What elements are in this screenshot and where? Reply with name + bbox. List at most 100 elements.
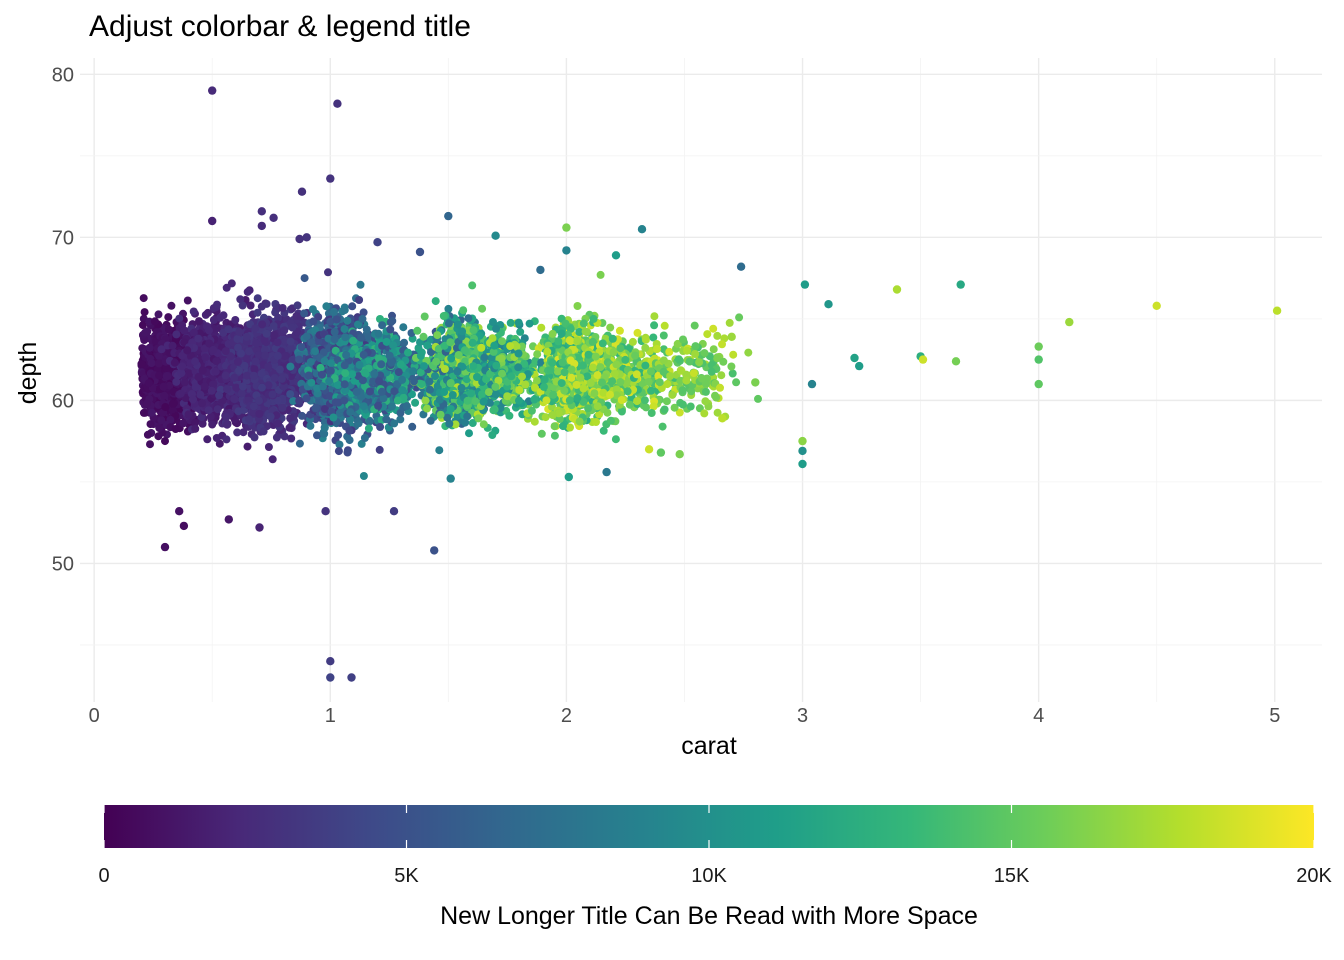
data-point xyxy=(224,325,233,334)
data-point xyxy=(183,296,192,305)
data-point xyxy=(286,362,295,371)
data-point xyxy=(165,381,174,390)
data-point xyxy=(222,413,231,422)
data-point xyxy=(268,390,277,399)
data-point xyxy=(206,412,215,421)
data-point xyxy=(277,374,286,383)
data-point xyxy=(189,328,198,337)
data-point xyxy=(322,302,331,311)
data-point xyxy=(137,360,146,368)
data-point xyxy=(221,371,230,380)
data-point xyxy=(253,308,262,317)
data-point xyxy=(355,296,364,304)
data-point xyxy=(245,347,253,356)
grid-lines xyxy=(80,58,1322,702)
data-point xyxy=(200,382,209,391)
data-point xyxy=(242,332,251,341)
data-point xyxy=(194,373,203,382)
data-point xyxy=(249,402,258,411)
data-point xyxy=(233,335,242,343)
data-point xyxy=(280,326,289,335)
data-point xyxy=(246,301,255,310)
data-point xyxy=(300,274,309,283)
data-point xyxy=(159,382,168,391)
data-point xyxy=(155,352,163,361)
data-point xyxy=(375,445,384,454)
data-point xyxy=(201,353,210,362)
data-point xyxy=(243,287,252,296)
data-point xyxy=(215,391,224,400)
data-point xyxy=(219,311,228,320)
data-point xyxy=(209,316,218,324)
data-point xyxy=(191,418,200,427)
data-point xyxy=(251,324,260,333)
data-point xyxy=(358,314,367,323)
data-point xyxy=(157,416,166,425)
data-point xyxy=(365,417,374,426)
data-point xyxy=(223,385,231,394)
data-point xyxy=(237,349,245,358)
data-point xyxy=(264,362,273,371)
data-point xyxy=(324,268,332,277)
data-point xyxy=(287,434,296,443)
chart-title: Adjust colorbar & legend title xyxy=(89,10,471,43)
data-point xyxy=(330,307,338,316)
data-point xyxy=(243,442,252,451)
data-point xyxy=(252,339,261,348)
data-point xyxy=(195,317,203,326)
data-point xyxy=(298,411,306,420)
data-point xyxy=(155,424,164,433)
data-point xyxy=(141,328,150,337)
data-point xyxy=(164,313,173,322)
data-point xyxy=(184,410,193,419)
data-point xyxy=(154,359,163,368)
data-point xyxy=(274,419,282,428)
data-point xyxy=(170,358,179,367)
data-point xyxy=(273,338,282,347)
data-point xyxy=(196,390,205,399)
data-point xyxy=(189,395,197,404)
data-point xyxy=(142,399,151,408)
data-point xyxy=(168,405,177,414)
data-point xyxy=(191,424,200,433)
data-point xyxy=(295,439,304,448)
data-point xyxy=(266,412,275,421)
data-point xyxy=(269,322,278,330)
data-point xyxy=(250,364,259,373)
data-point xyxy=(183,346,192,355)
data-point xyxy=(198,399,207,408)
data-point xyxy=(175,314,184,323)
data-point xyxy=(278,304,287,312)
data-point xyxy=(264,443,273,451)
data-point xyxy=(160,391,169,400)
data-point xyxy=(205,326,213,335)
data-point xyxy=(154,310,163,319)
data-point xyxy=(178,362,187,371)
data-point xyxy=(280,351,289,360)
data-point xyxy=(161,403,170,411)
data-point xyxy=(295,396,304,405)
data-point xyxy=(286,414,295,423)
data-point xyxy=(270,331,278,339)
data-point xyxy=(145,343,154,352)
data-point xyxy=(257,383,266,392)
data-point xyxy=(278,403,287,412)
data-point xyxy=(197,413,206,421)
data-point xyxy=(306,358,315,366)
data-point xyxy=(235,366,243,375)
data-point xyxy=(162,372,171,381)
data-point xyxy=(205,339,214,348)
data-point xyxy=(312,403,321,412)
data-point xyxy=(270,374,279,382)
data-point xyxy=(343,316,352,325)
data-point xyxy=(320,423,329,432)
data-point xyxy=(334,431,343,440)
data-point xyxy=(233,357,242,366)
data-point xyxy=(207,386,216,395)
data-point xyxy=(275,365,284,374)
data-point xyxy=(179,419,188,428)
data-point xyxy=(238,301,247,310)
data-point xyxy=(155,371,164,380)
data-point xyxy=(189,307,198,316)
